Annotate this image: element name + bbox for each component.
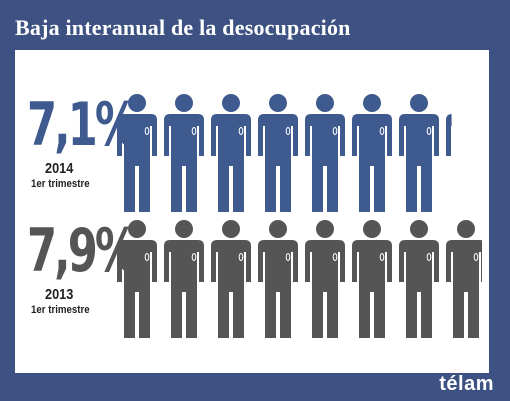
person-figures-2013 (115, 220, 489, 342)
period-2013: 1er trimestre (31, 304, 90, 316)
person-icon (117, 94, 157, 216)
person-icon (258, 94, 298, 216)
row-2014: 7,1% 2014 1er trimestre (15, 94, 489, 214)
person-icon (352, 220, 392, 342)
person-icon (117, 220, 157, 342)
person-icon (352, 94, 392, 216)
person-icon (446, 220, 486, 342)
person-icon (164, 94, 204, 216)
person-icon (211, 220, 251, 342)
person-figures-2014 (115, 94, 489, 216)
telam-logo: télam (439, 373, 494, 395)
person-icon (446, 94, 486, 216)
year-2014: 2014 (45, 160, 74, 177)
person-icon (211, 94, 251, 216)
person-icon (399, 220, 439, 342)
person-icon (164, 220, 204, 342)
person-icon (258, 220, 298, 342)
page-title: Baja interanual de la desocupación (15, 15, 351, 40)
row-2013: 7,9% 2013 1er trimestre (15, 220, 489, 340)
person-icon (305, 94, 345, 216)
infographic-panel: 7,1% 2014 1er trimestre 7,9% 2013 1er tr… (15, 50, 489, 373)
year-2013: 2013 (45, 286, 74, 303)
person-icon (399, 94, 439, 216)
period-2014: 1er trimestre (31, 178, 90, 190)
person-icon (305, 220, 345, 342)
